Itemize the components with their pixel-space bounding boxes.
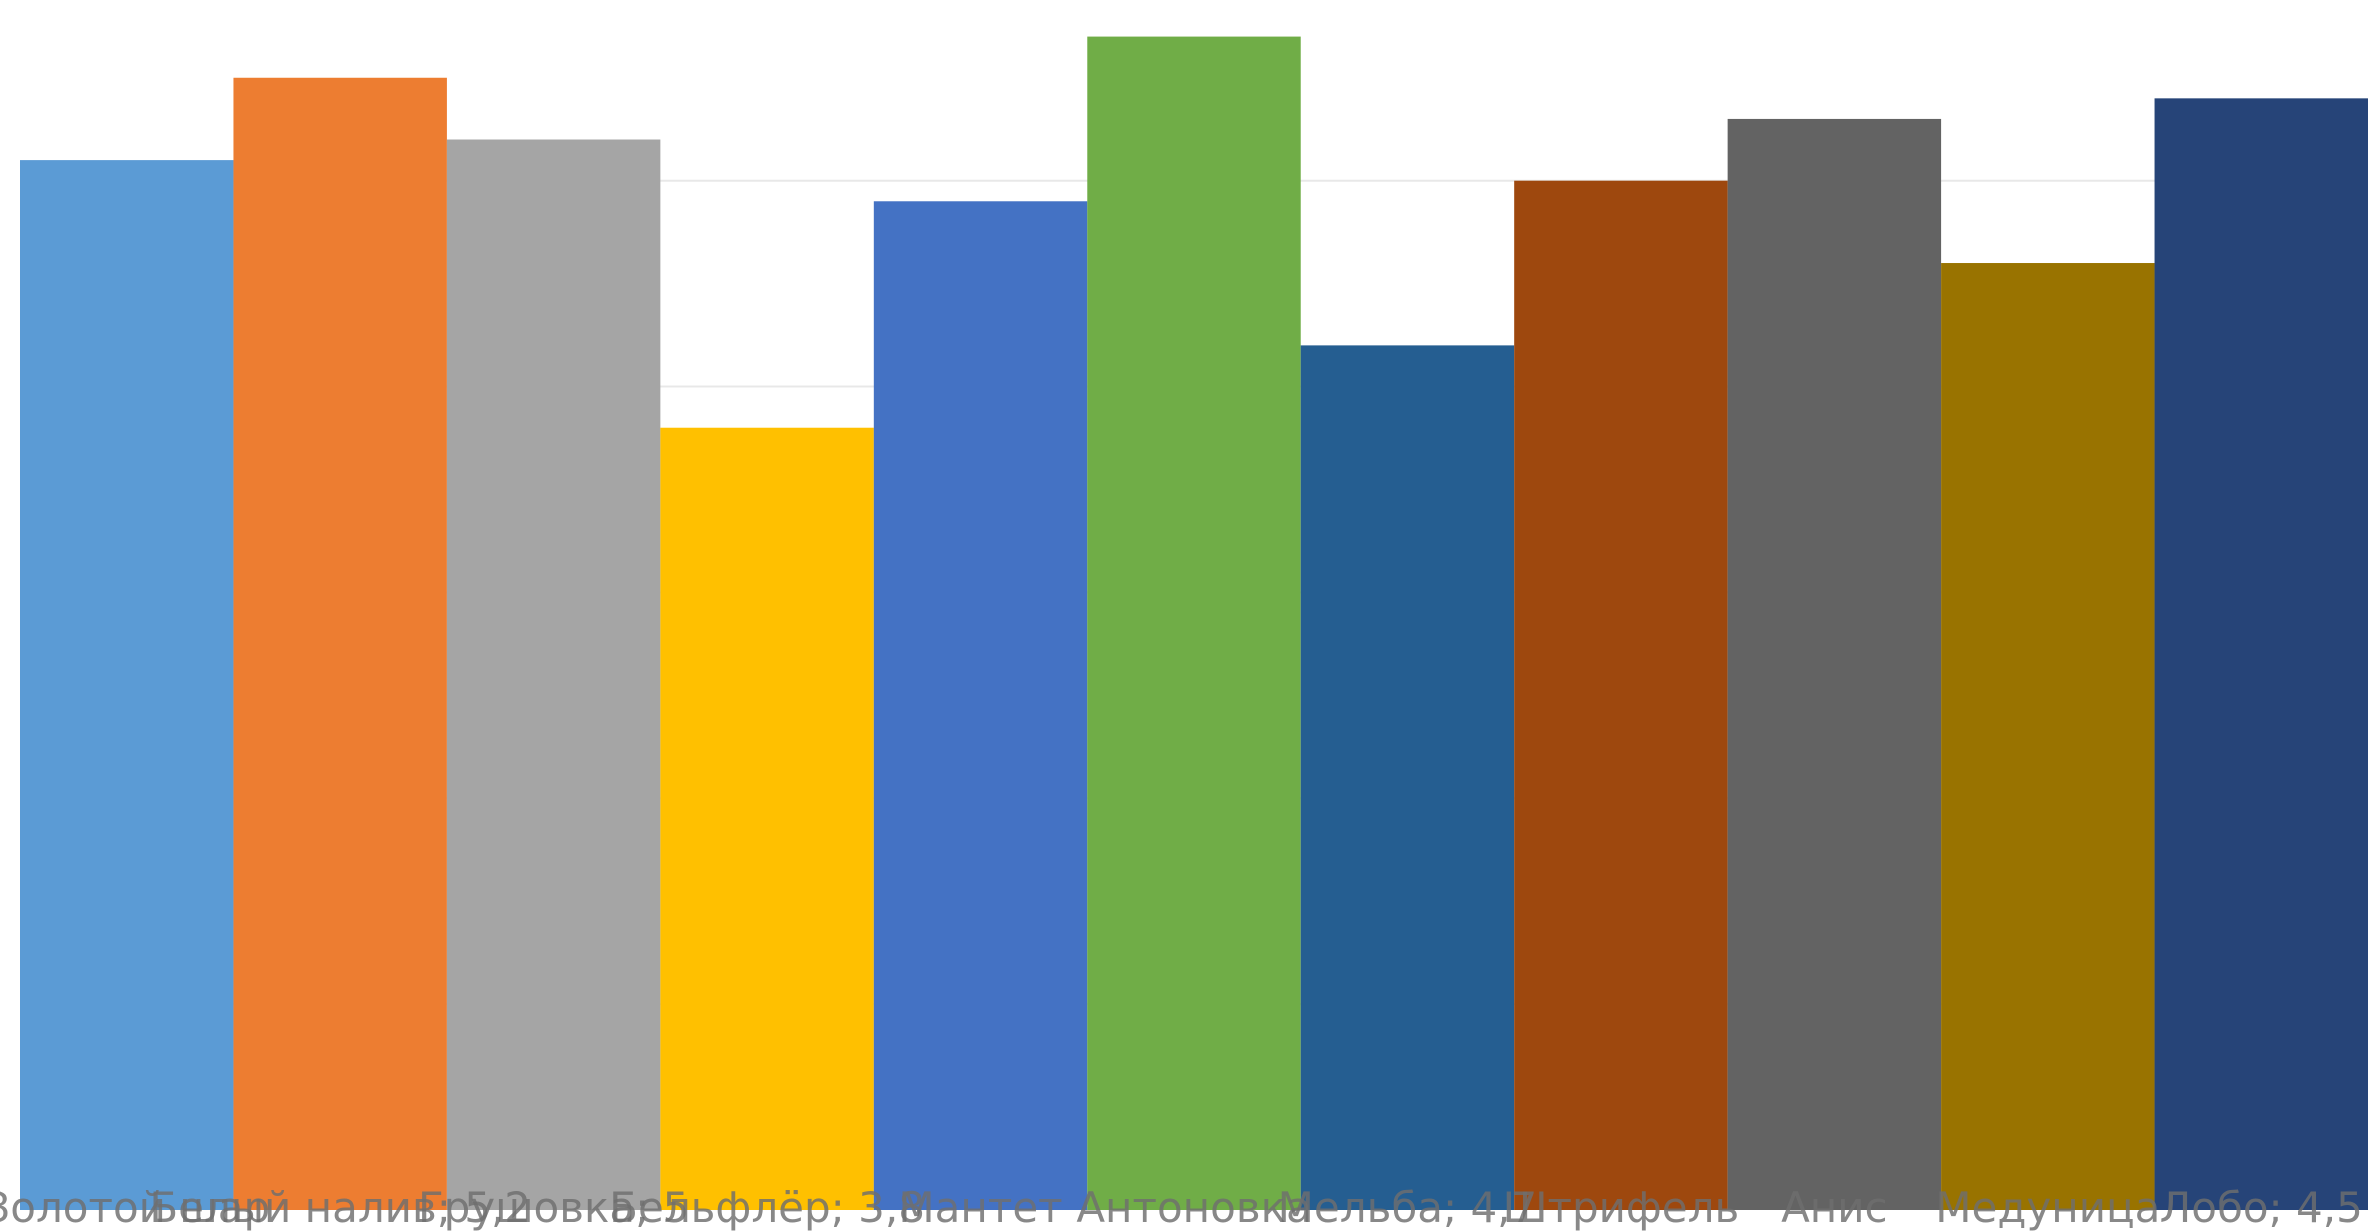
bar-3 <box>660 427 874 1211</box>
bar-10 <box>2154 98 2368 1210</box>
category-label-1: Белый налив; 5,2 <box>149 1183 531 1232</box>
bar-0 <box>20 160 234 1210</box>
bar-6 <box>1300 345 1515 1211</box>
category-label-0: Золотой шар <box>0 1183 270 1232</box>
category-label-9: Медуница <box>1935 1183 2160 1232</box>
category-label-6: Мельба; 4,7 <box>1278 1183 1538 1232</box>
bar-7 <box>1514 180 1728 1210</box>
category-label-3: Бельфлёр; 3,8 <box>609 1183 925 1232</box>
bar-2 <box>446 139 661 1211</box>
bar-4 <box>873 201 1088 1210</box>
category-label-5: Антоновка <box>1076 1183 1311 1232</box>
bars <box>20 36 2368 1211</box>
category-label-4: Мантет <box>898 1183 1062 1232</box>
bar-1 <box>233 77 447 1210</box>
category-label-10: Лобо; 4,5 <box>2160 1183 2363 1232</box>
bar-8 <box>1727 118 1942 1211</box>
bar-9 <box>1941 263 2155 1210</box>
category-label-7: Штрифель <box>1503 1183 1740 1232</box>
bar-5 <box>1087 36 1301 1211</box>
category-label-8: Анис <box>1781 1183 1888 1232</box>
category-label-2: Грушовка; 5 <box>418 1183 689 1232</box>
